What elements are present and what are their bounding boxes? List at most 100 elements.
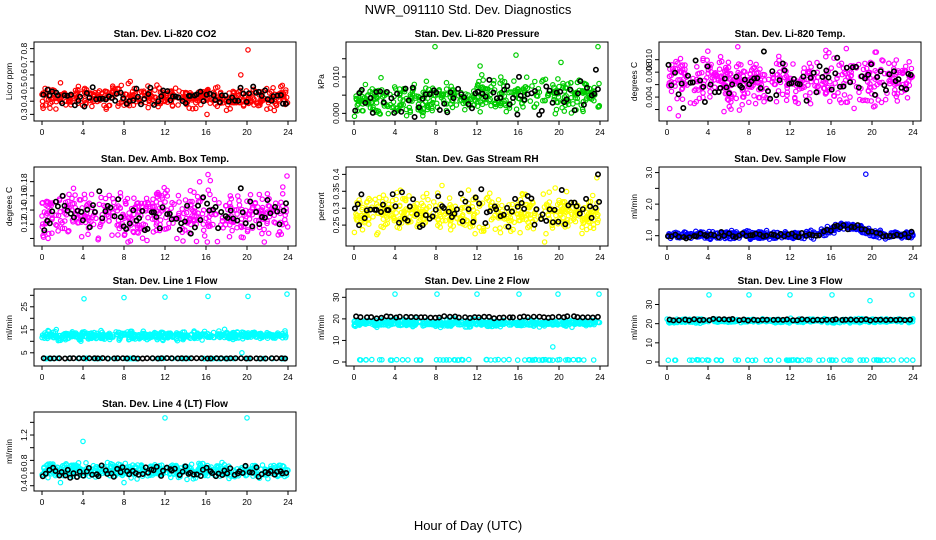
data-point bbox=[143, 195, 150, 202]
data-point bbox=[66, 228, 72, 234]
data-point bbox=[279, 184, 286, 190]
data-point bbox=[899, 70, 906, 77]
y-tick-label: 0.010 bbox=[644, 49, 654, 71]
plot-frame bbox=[33, 41, 297, 122]
x-tick-label: 4 bbox=[81, 127, 86, 137]
data-point bbox=[441, 313, 448, 320]
x-tick-label: 8 bbox=[122, 372, 127, 382]
data-point bbox=[264, 197, 271, 204]
data-point bbox=[790, 76, 797, 83]
data-point bbox=[198, 355, 205, 362]
data-point bbox=[392, 203, 399, 210]
y-tick-label: 0.004 bbox=[644, 86, 654, 108]
data-point bbox=[367, 197, 373, 203]
data-point bbox=[733, 229, 740, 235]
x-tick-label: 8 bbox=[434, 127, 439, 137]
data-point bbox=[836, 83, 843, 90]
data-point bbox=[274, 331, 281, 338]
data-point bbox=[587, 203, 594, 210]
data-point bbox=[795, 100, 802, 107]
data-point bbox=[715, 76, 721, 82]
data-point bbox=[761, 72, 768, 78]
data-point bbox=[256, 191, 263, 198]
data-point bbox=[66, 191, 72, 198]
data-point bbox=[280, 207, 287, 214]
data-point bbox=[91, 355, 98, 362]
data-point bbox=[854, 222, 861, 229]
data-point bbox=[455, 320, 462, 326]
data-point bbox=[439, 182, 445, 189]
data-point bbox=[758, 81, 765, 88]
data-point bbox=[124, 329, 131, 335]
data-point bbox=[87, 97, 94, 104]
data-point bbox=[828, 86, 835, 93]
data-point bbox=[225, 206, 231, 213]
panel-title: Stan. Dev. Line 1 Flow bbox=[113, 276, 218, 287]
data-point bbox=[136, 335, 143, 342]
data-point bbox=[546, 87, 553, 94]
data-point bbox=[167, 97, 174, 104]
data-point bbox=[457, 98, 463, 104]
data-point bbox=[543, 83, 550, 90]
data-point bbox=[842, 70, 849, 77]
data-point bbox=[563, 93, 569, 99]
data-point bbox=[207, 355, 214, 362]
data-point bbox=[514, 111, 521, 118]
data-point bbox=[111, 86, 118, 92]
data-point bbox=[247, 191, 254, 198]
data-point bbox=[404, 217, 411, 224]
data-point bbox=[834, 54, 841, 61]
data-point bbox=[499, 78, 505, 84]
data-point bbox=[351, 113, 358, 120]
data-point bbox=[823, 89, 830, 96]
data-point bbox=[351, 229, 358, 236]
data-point bbox=[380, 99, 387, 106]
data-point bbox=[866, 84, 873, 91]
data-point bbox=[130, 228, 136, 235]
data-point bbox=[267, 105, 274, 111]
data-point bbox=[476, 203, 483, 210]
data-point bbox=[411, 114, 418, 121]
data-point bbox=[136, 215, 143, 222]
data-point bbox=[668, 79, 675, 85]
data-point bbox=[848, 223, 855, 230]
data-point bbox=[472, 194, 479, 201]
data-point bbox=[210, 329, 217, 336]
data-point bbox=[404, 319, 411, 326]
data-point bbox=[174, 235, 180, 242]
data-point bbox=[57, 80, 64, 86]
data-point bbox=[512, 195, 519, 202]
data-point bbox=[417, 357, 424, 363]
data-point bbox=[422, 85, 429, 91]
data-point bbox=[121, 232, 128, 239]
data-point bbox=[171, 201, 177, 207]
data-point bbox=[165, 334, 171, 341]
x-tick-label: 20 bbox=[867, 252, 877, 262]
data-point bbox=[382, 221, 389, 228]
data-point bbox=[216, 200, 222, 206]
data-point bbox=[419, 109, 425, 115]
y-axis-label: ml/min bbox=[629, 194, 639, 219]
data-point bbox=[594, 313, 601, 320]
data-point bbox=[501, 78, 508, 85]
data-point bbox=[860, 66, 867, 73]
data-point bbox=[500, 211, 507, 218]
data-point bbox=[578, 320, 585, 327]
data-point bbox=[210, 92, 217, 99]
data-point bbox=[701, 99, 708, 106]
data-point bbox=[210, 334, 217, 341]
data-point bbox=[472, 97, 479, 104]
data-point bbox=[562, 221, 569, 228]
data-point bbox=[162, 199, 168, 205]
data-point bbox=[391, 320, 398, 327]
data-point bbox=[717, 85, 724, 92]
data-point bbox=[228, 333, 235, 339]
data-point bbox=[423, 78, 430, 85]
data-point bbox=[508, 217, 515, 224]
data-point bbox=[559, 85, 566, 91]
x-tick-label: 12 bbox=[472, 372, 482, 382]
data-point bbox=[481, 313, 488, 320]
data-point bbox=[677, 55, 684, 62]
data-point bbox=[276, 229, 283, 235]
data-point bbox=[483, 195, 490, 202]
